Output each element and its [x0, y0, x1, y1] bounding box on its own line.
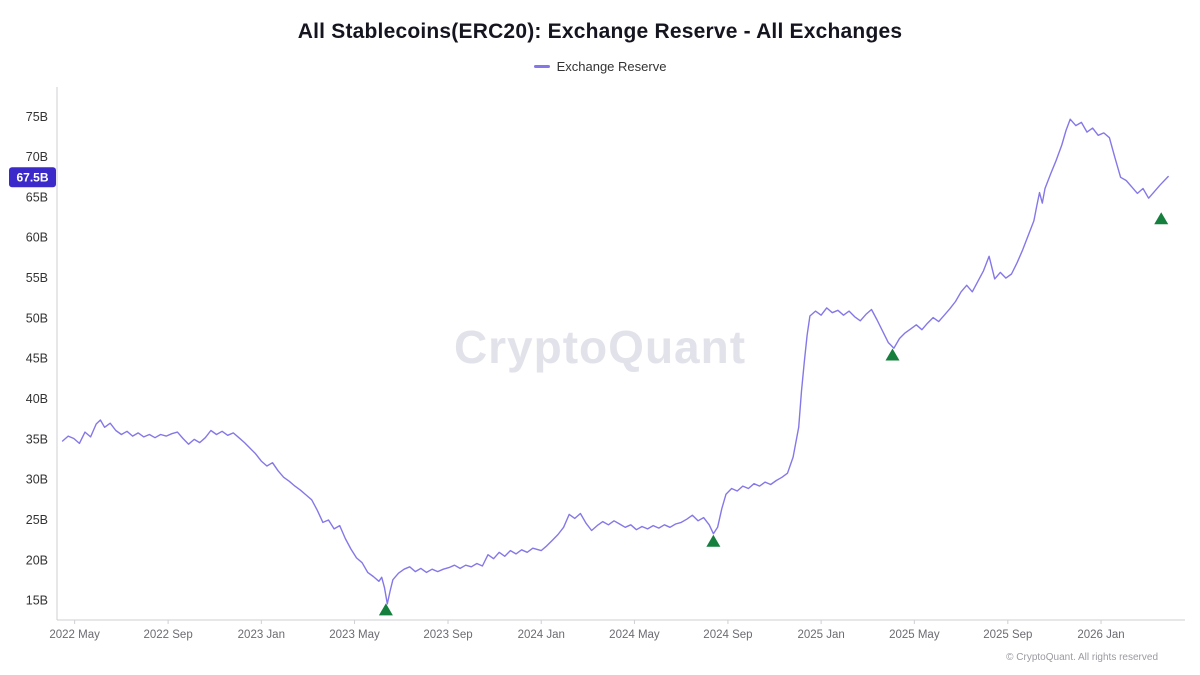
signal-triangle-icon[interactable]: [378, 603, 393, 616]
y-tick-label: 20B: [26, 553, 48, 567]
x-tick-label: 2025 Sep: [983, 629, 1032, 641]
legend: Exchange Reserve: [0, 59, 1200, 74]
x-tick-label: 2022 Sep: [143, 629, 192, 641]
signal-triangle-icon[interactable]: [885, 348, 900, 361]
x-tick-label: 2026 Jan: [1077, 629, 1124, 641]
legend-line-icon: [533, 65, 550, 68]
x-tick-label: 2023 May: [329, 629, 380, 641]
y-tick-label: 75B: [26, 110, 48, 124]
y-tick-label: 15B: [26, 594, 48, 608]
legend-item-exchange-reserve[interactable]: Exchange Reserve: [533, 59, 667, 74]
exchange-reserve-line[interactable]: [61, 118, 1169, 605]
current-value-label: 67.5B: [16, 170, 48, 184]
current-value-badge: [9, 167, 56, 188]
x-tick-label: 2024 Jan: [518, 629, 565, 641]
y-tick-label: 45B: [26, 352, 48, 366]
signal-triangle-icon[interactable]: [1154, 212, 1169, 225]
x-tick-label: 2024 Sep: [703, 629, 752, 641]
legend-item-label: Exchange Reserve: [556, 59, 667, 74]
x-tick-label: 2022 May: [49, 629, 100, 641]
y-tick-label: 30B: [26, 473, 48, 487]
signal-triangle-icon[interactable]: [706, 534, 721, 547]
copyright: © CryptoQuant. All rights reserved: [1006, 652, 1158, 663]
x-tick-label: 2023 Sep: [423, 629, 472, 641]
x-tick-label: 2024 May: [609, 629, 660, 641]
y-tick-label: 65B: [26, 190, 48, 204]
y-tick-label: 25B: [26, 513, 48, 527]
y-tick-label: 55B: [26, 271, 48, 285]
y-tick-label: 35B: [26, 432, 48, 446]
x-tick-label: 2025 May: [889, 629, 940, 641]
y-tick-label: 40B: [26, 392, 48, 406]
y-tick-label: 50B: [26, 311, 48, 325]
x-tick-label: 2025 Jan: [797, 629, 844, 641]
x-tick-label: 2023 Jan: [238, 629, 285, 641]
y-tick-label: 70B: [26, 150, 48, 164]
chart-title: All Stablecoins(ERC20): Exchange Reserve…: [297, 20, 903, 43]
y-tick-label: 60B: [26, 231, 48, 245]
